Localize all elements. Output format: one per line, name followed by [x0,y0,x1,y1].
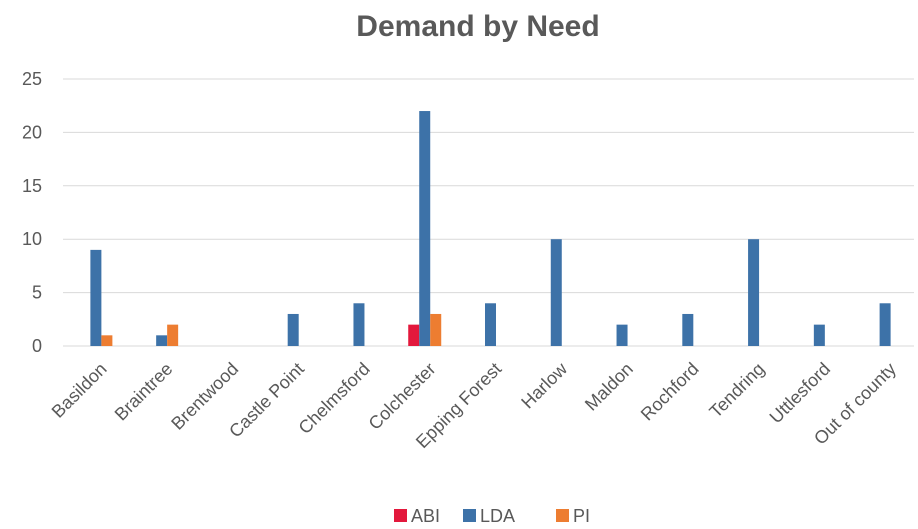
y-tick-label: 15 [22,176,42,196]
y-tick-label: 0 [32,336,42,356]
bar-pi-colchester [430,313,442,346]
bar-lda-uttlesford [813,324,825,346]
x-tick-label: Uttlesford [766,359,835,428]
y-tick-label: 10 [22,229,42,249]
bar-lda-out-of-county [879,303,891,346]
bar-pi-basildon [101,335,113,346]
bar-lda-braintree [156,335,168,346]
x-tick-label: Maldon [581,359,637,415]
bar-lda-castle-point [287,313,299,346]
y-tick-label: 25 [22,69,42,89]
bar-lda-tendring [748,239,760,346]
bar-lda-colchester [419,111,431,346]
y-axis-ticks: 0 5 10 15 20 25 [22,69,42,356]
x-tick-label: Rochford [637,359,703,425]
x-tick-label: Tendring [705,359,768,422]
bars [90,111,891,346]
x-tick-label: Braintree [111,359,177,425]
gridlines [63,78,914,347]
y-tick-label: 5 [32,283,42,303]
x-tick-label: Chelmsford [295,359,374,438]
bar-lda-rochford [682,313,694,346]
bar-abi-colchester [408,324,420,346]
x-tick-label: Basildon [48,359,111,422]
x-tick-label: Harlow [517,358,571,412]
legend-swatch-lda [463,509,476,522]
bar-lda-chelmsford [353,303,365,346]
legend: ABI LDA PI [394,506,590,526]
legend-label-lda: LDA [480,506,515,526]
bar-lda-harlow [550,239,562,346]
y-tick-label: 20 [22,122,42,142]
bar-lda-epping-forest [485,303,496,346]
bar-lda-maldon [616,324,628,346]
chart-title: Demand by Need [356,10,599,43]
legend-swatch-abi [394,509,407,522]
legend-label-pi: PI [573,506,590,526]
legend-label-abi: ABI [411,506,440,526]
bar-lda-basildon [90,249,102,346]
bar-pi-braintree [167,324,179,346]
legend-swatch-pi [556,509,569,522]
